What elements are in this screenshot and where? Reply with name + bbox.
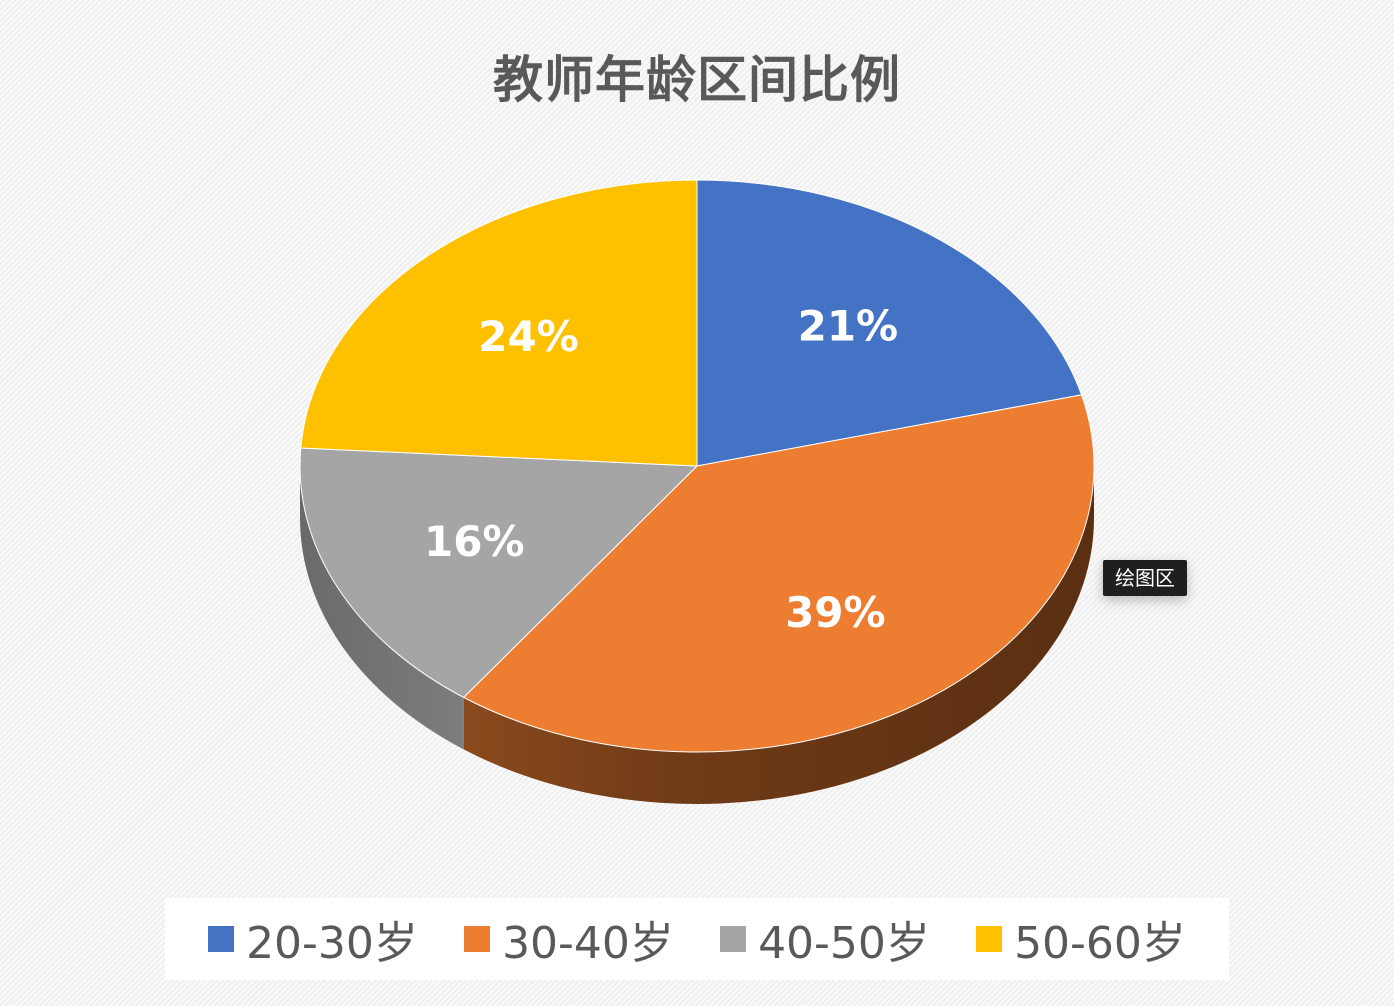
pie-sides	[300, 466, 1094, 804]
plot-area-tooltip: 绘图区	[1103, 560, 1187, 596]
data-label-30-40: 39%	[785, 588, 886, 637]
data-label-40-50: 16%	[424, 517, 525, 566]
legend: 20-30岁 30-40岁 40-50岁 50-60岁	[165, 898, 1229, 980]
legend-item-20-30[interactable]: 20-30岁	[208, 907, 418, 971]
pie-slice-20-30[interactable]	[696, 179, 1083, 467]
legend-swatch-30-40	[464, 926, 491, 952]
legend-item-30-40[interactable]: 30-40岁	[464, 907, 674, 971]
legend-label-30-40: 30-40岁	[502, 918, 674, 969]
pie-slice-40-50[interactable]	[299, 447, 699, 698]
data-label-20-30: 21%	[798, 301, 899, 350]
legend-item-50-60[interactable]: 50-60岁	[976, 907, 1186, 971]
legend-swatch-40-50	[720, 926, 747, 952]
pie-side-40-50	[300, 466, 464, 750]
pie-slice-30-40[interactable]	[462, 394, 1095, 753]
chart-title: 教师年龄区间比例	[493, 51, 901, 109]
legend-item-40-50[interactable]: 40-50岁	[720, 907, 930, 971]
pie-slices	[299, 179, 1095, 753]
legend-label-20-30: 20-30岁	[246, 918, 418, 969]
pie-labels: 21% 39% 16% 24%	[424, 301, 898, 637]
legend-label-50-60: 50-60岁	[1014, 918, 1186, 969]
legend-swatch-20-30	[208, 926, 235, 952]
pie-slice-50-60[interactable]	[300, 179, 698, 467]
pie-side-30-40	[463, 466, 1094, 804]
legend-label-40-50: 40-50岁	[758, 918, 930, 969]
data-label-50-60: 24%	[478, 312, 579, 361]
legend-swatch-50-60	[976, 926, 1003, 952]
